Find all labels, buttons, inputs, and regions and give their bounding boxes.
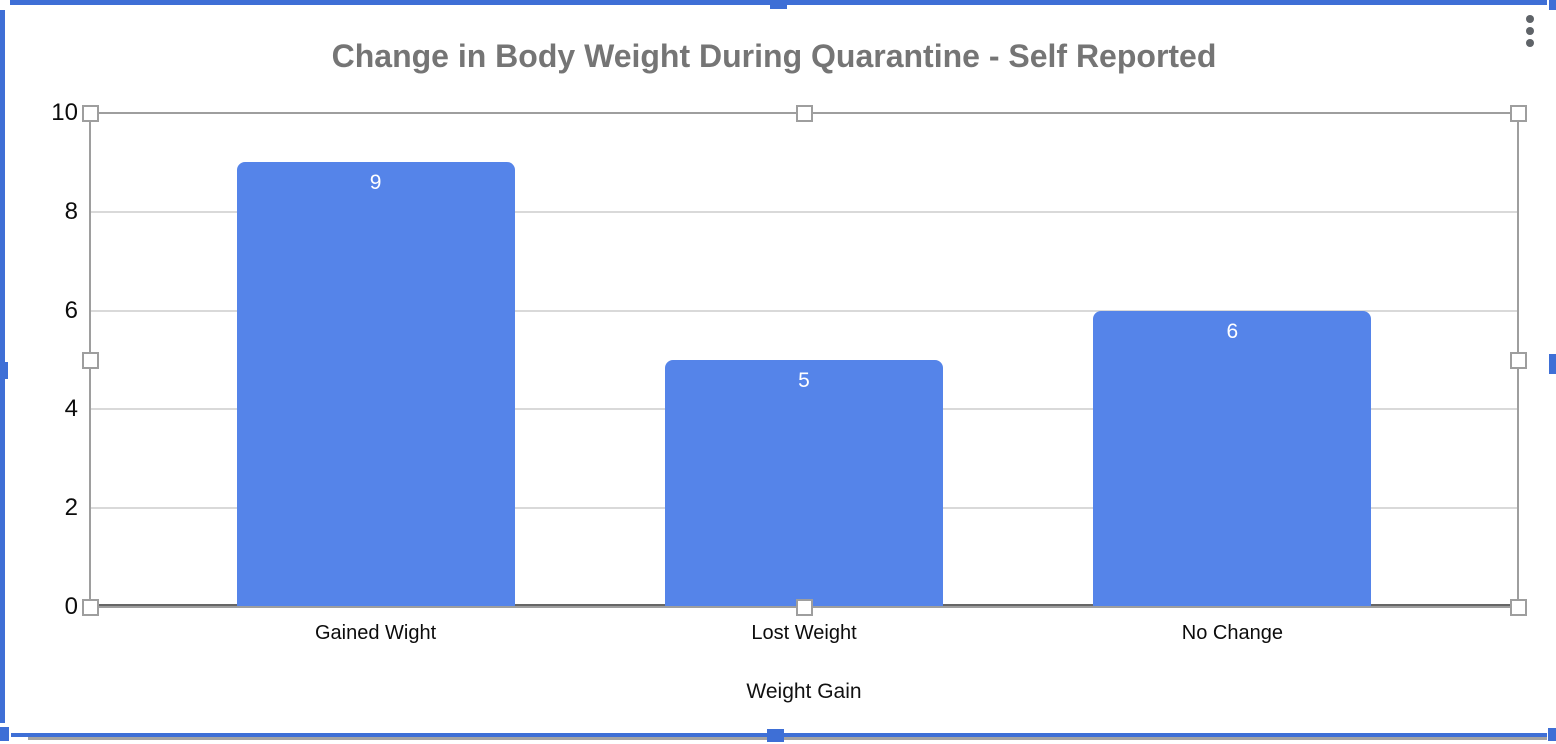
plot-selection-handle[interactable]: [796, 599, 813, 616]
y-axis-tick-label: 0: [64, 593, 78, 620]
chart-resize-handle-right[interactable]: [1549, 354, 1556, 374]
plot-selection-handle[interactable]: [1510, 352, 1527, 369]
chart-resize-handle-top-right[interactable]: [1549, 0, 1556, 10]
x-axis-category-label: No Change: [1181, 622, 1283, 644]
plot-selection-handle[interactable]: [82, 599, 99, 616]
chart-resize-handle-top[interactable]: [770, 0, 787, 9]
y-axis-tick-label: 4: [64, 395, 78, 423]
bar-value-label: 5: [798, 369, 810, 392]
x-axis-title: Weight Gain: [746, 680, 862, 703]
kebab-menu-icon: [1526, 15, 1534, 47]
x-axis-category-label: Gained Wight: [315, 622, 437, 644]
chart-resize-handle-bottom-left[interactable]: [0, 727, 9, 741]
bar-value-label: 9: [369, 171, 382, 195]
plot-selection-handle[interactable]: [1510, 105, 1527, 122]
bar[interactable]: 5: [665, 360, 943, 607]
gridline: [90, 309, 1518, 312]
plot-selection-handle[interactable]: [1510, 599, 1527, 616]
y-axis-tick-label: 2: [64, 494, 78, 522]
plot-selection-handle[interactable]: [82, 105, 99, 122]
y-axis-tick-label: 6: [64, 296, 78, 324]
plot-selection-handle[interactable]: [82, 352, 99, 369]
x-axis-category-label: Lost Weight: [751, 622, 857, 644]
chart-resize-handle-bottom-right[interactable]: [1548, 728, 1556, 741]
y-axis-tick-label: 10: [51, 99, 78, 126]
plot-selection-outline: [89, 112, 1519, 608]
chart-options-button[interactable]: [1511, 6, 1549, 56]
chart-title: Change in Body Weight During Quarantine …: [331, 38, 1217, 74]
chart-resize-handle-bottom[interactable]: [767, 729, 784, 742]
bar[interactable]: 9: [236, 162, 515, 607]
gridline: [90, 210, 1518, 213]
chart-resize-handle-left[interactable]: [0, 362, 8, 379]
bar[interactable]: 6: [1093, 310, 1372, 607]
bar-value-label: 6: [1226, 319, 1239, 343]
chart-frame-shadow: [28, 737, 1547, 740]
y-axis-tick-label: 8: [64, 197, 78, 225]
plot-selection-handle[interactable]: [796, 105, 813, 122]
